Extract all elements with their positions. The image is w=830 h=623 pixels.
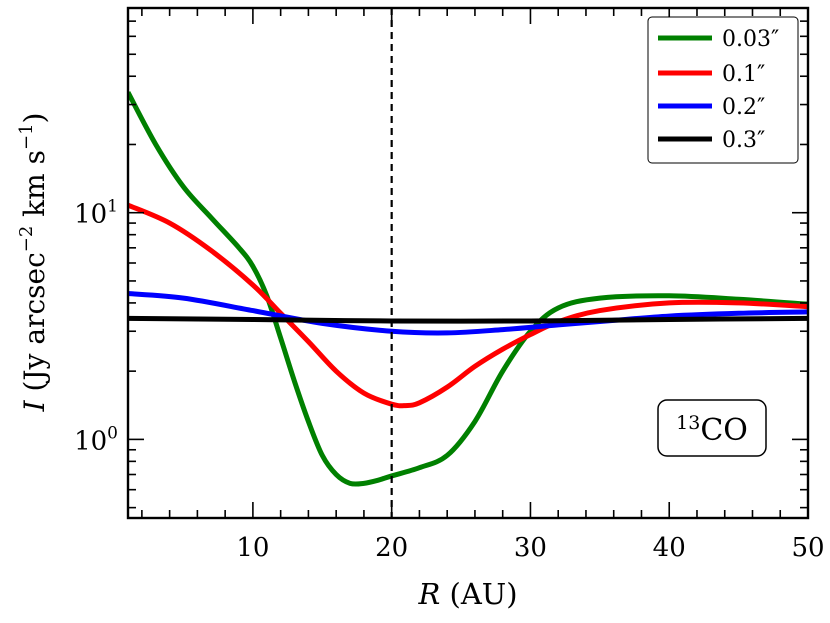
x-tick-label: 10 — [236, 533, 269, 563]
legend-label: 0.03″ — [722, 27, 779, 52]
y-tick-exponent: 0 — [107, 423, 118, 443]
legend: 0.03″ 0.1″ 0.2″ 0.3″ — [647, 16, 799, 164]
legend-label: 0.1″ — [722, 62, 765, 87]
x-tick-label: 50 — [791, 533, 824, 563]
annotation-text: 13CO — [676, 412, 748, 448]
y-tick-label: 101 — [74, 197, 118, 230]
y-axis-label: I (Jy arcsec−2 km s−1) — [16, 113, 51, 413]
y-tick-base: 10 — [74, 200, 107, 230]
series-line — [128, 315, 808, 324]
y-tick-exponent: 1 — [107, 197, 118, 217]
y-tick-base: 10 — [74, 426, 107, 456]
annotation-sup: 13 — [676, 412, 700, 434]
x-axis-unit: (AU) — [450, 577, 518, 611]
x-tick-labels: 10 20 30 40 50 — [236, 533, 824, 563]
legend-label: 0.3″ — [722, 128, 765, 153]
annotation-13co: 13CO — [657, 399, 767, 457]
y-axis-symbol: I — [18, 399, 51, 412]
y-axis-unit-post: ) — [18, 113, 51, 124]
series-line — [128, 91, 808, 487]
y-tick-label: 100 — [74, 423, 118, 456]
series-line — [128, 291, 808, 336]
x-axis-symbol: R — [417, 577, 440, 611]
annotation-main: CO — [700, 413, 748, 448]
x-tick-label: 40 — [653, 533, 686, 563]
x-tick-label: 30 — [514, 533, 547, 563]
series-line — [128, 202, 808, 409]
y-axis-exp-a: −2 — [16, 226, 37, 253]
y-axis-exp-b: −1 — [16, 123, 37, 150]
y-axis-unit-mid: km s — [18, 150, 51, 217]
series-layer — [128, 91, 808, 487]
legend-label: 0.2″ — [722, 95, 765, 120]
y-tick-labels: 100 101 — [74, 197, 118, 457]
x-tick-label: 20 — [375, 533, 408, 563]
annotation-frame — [657, 399, 767, 457]
y-axis-unit-pre: (Jy arcsec — [18, 252, 51, 391]
legend-frame — [647, 16, 799, 164]
x-axis-label: R (AU) — [417, 577, 517, 611]
ticks-layer — [128, 7, 809, 518]
